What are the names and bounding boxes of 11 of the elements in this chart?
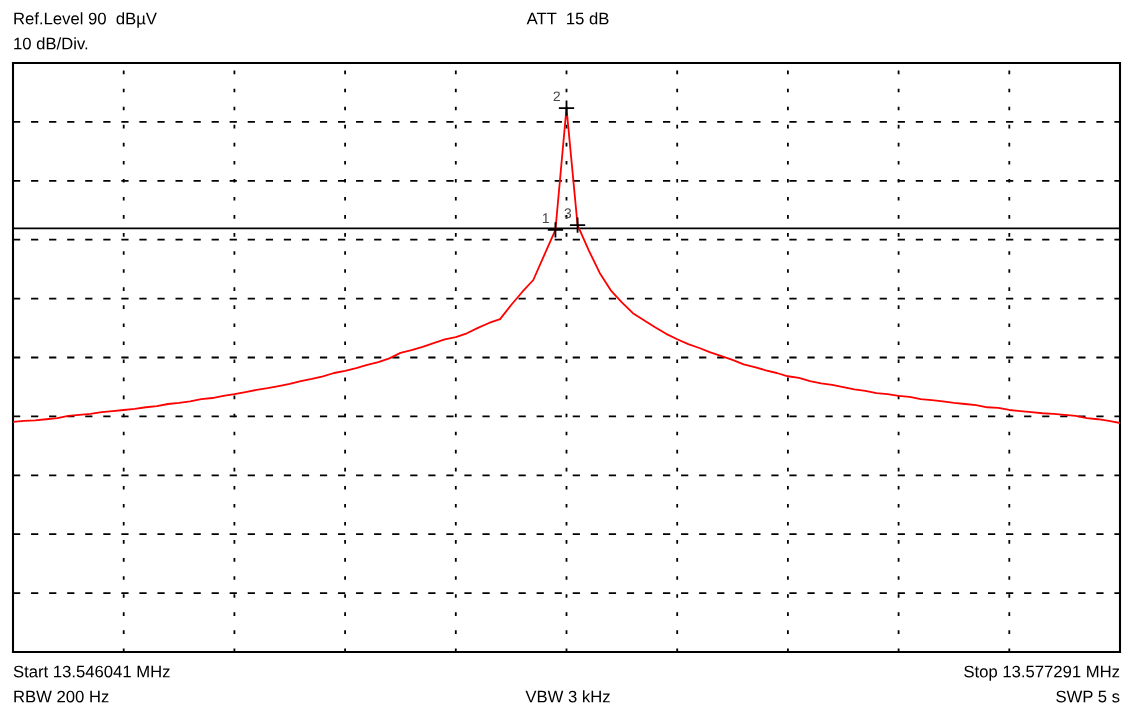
- text: 2: [553, 91, 560, 102]
- text: RBW 200 Hz: [14, 690, 109, 703]
- text: Stop 13.577291 MHz: [964, 665, 1120, 681]
- annotation: 3: [564, 208, 572, 219]
- text: 10 dB/Div.: [14, 37, 88, 50]
- text: SWP 5 s: [1056, 690, 1120, 703]
- text: ATT 15 dB: [526, 12, 609, 25]
- text: VBW 3 kHz: [525, 690, 610, 703]
- text: Start 13.546041 MHz: [13, 665, 170, 678]
- text: Ref.Level 90 dBµV: [14, 12, 157, 28]
- annotation: 1: [542, 213, 549, 223]
